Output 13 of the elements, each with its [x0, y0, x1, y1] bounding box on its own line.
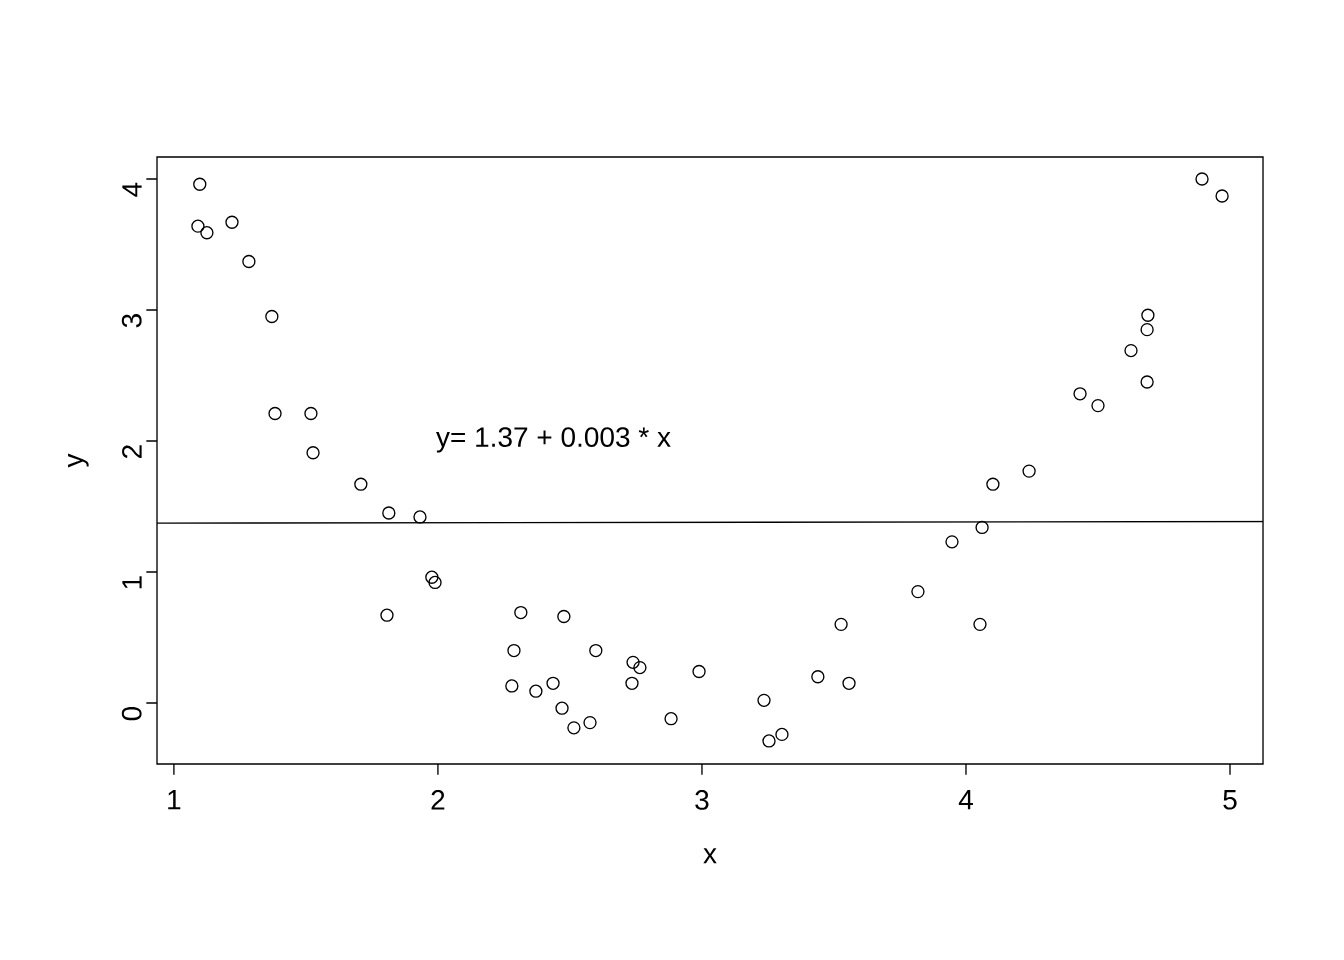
y-axis-title: y [68, 453, 89, 468]
x-axis-title: x [703, 848, 717, 864]
annotation: y= 1.37 + 0.003 * x [436, 427, 671, 453]
y-tick-label: 1 [122, 576, 142, 589]
y-tick-label: 3 [121, 314, 142, 328]
x-tick-label: 5 [1223, 790, 1237, 810]
x-tick-label: 2 [431, 790, 445, 810]
y-tick-label: 0 [121, 706, 142, 721]
y-tick-label: 4 [122, 182, 142, 197]
x-tick-label: 4 [958, 790, 973, 810]
x-tick-label: 3 [695, 790, 709, 810]
y-tick-label: 2 [122, 445, 142, 459]
x-tick-label: 1 [168, 790, 181, 810]
